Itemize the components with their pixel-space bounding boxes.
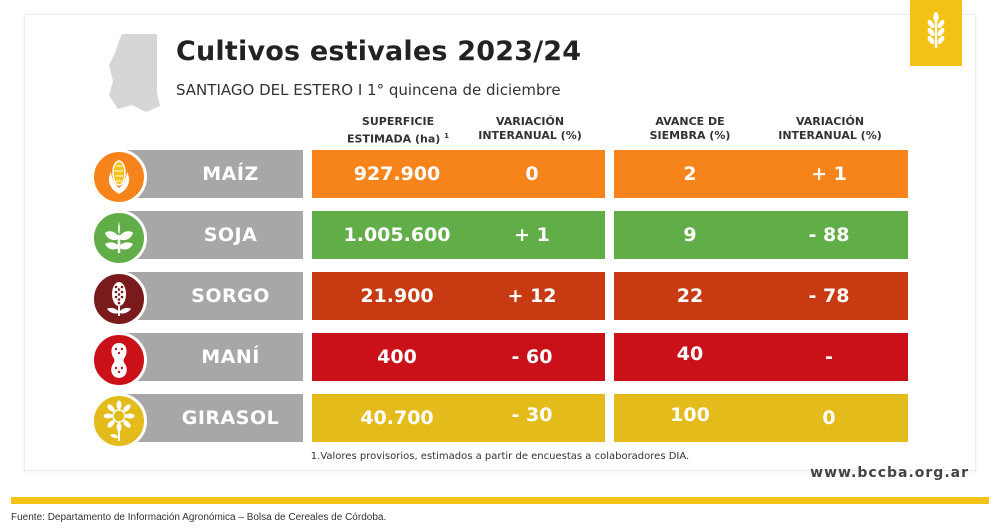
source-note: Fuente: Departamento de Información Agro… xyxy=(11,512,387,523)
surface-block: 400 - 60 xyxy=(312,333,605,381)
avance-value: 100 xyxy=(670,404,710,426)
variacion-avance-value: - 78 xyxy=(808,285,850,307)
page-subtitle: SANTIAGO DEL ESTERO I 1° quincena de dic… xyxy=(176,81,561,99)
crop-label: MAÍZ xyxy=(118,150,303,198)
table-row: MAÍZ 927.900 0 2 + 1 xyxy=(0,149,1000,205)
website-url[interactable]: www.bccba.org.ar xyxy=(810,465,969,481)
surface-block: 40.700 - 30 xyxy=(312,394,605,442)
sowing-block: 2 + 1 xyxy=(614,150,908,198)
avance-value: 9 xyxy=(683,224,697,246)
table-row: MANÍ 400 - 60 40 - xyxy=(0,332,1000,388)
province-map-icon xyxy=(109,34,160,112)
sunflower-icon xyxy=(91,393,147,449)
variacion-superficie-value: 0 xyxy=(525,163,539,185)
header-variacion-superficie: VARIACIÓN INTERANUAL (%) xyxy=(478,115,582,142)
avance-value: 22 xyxy=(676,285,704,307)
crop-label: MANÍ xyxy=(118,333,303,381)
surface-block: 927.900 0 xyxy=(312,150,605,198)
crop-label: GIRASOL xyxy=(118,394,303,442)
header-variacion-avance: VARIACIÓN INTERANUAL (%) xyxy=(778,115,882,142)
superficie-value: 400 xyxy=(377,346,417,368)
table-row: GIRASOL 40.700 - 30 100 0 xyxy=(0,393,1000,449)
variacion-superficie-value: - 60 xyxy=(511,346,553,368)
superficie-value: 927.900 xyxy=(353,163,441,185)
footnote: 1.Valores provisorios, estimados a parti… xyxy=(310,451,690,462)
crop-label: SOJA xyxy=(118,211,303,259)
peanut-icon xyxy=(91,332,147,388)
corn-icon xyxy=(91,149,147,205)
avance-value: 2 xyxy=(683,163,697,185)
table-row: SOJA 1.005.600 + 1 9 - 88 xyxy=(0,210,1000,266)
variacion-superficie-value: + 12 xyxy=(507,285,557,307)
variacion-superficie-value: - 30 xyxy=(511,404,553,426)
soy-icon xyxy=(91,210,147,266)
sowing-block: 9 - 88 xyxy=(614,211,908,259)
header-superficie: SUPERFICIE ESTIMADA (ha) 1 xyxy=(347,115,449,146)
superficie-value: 21.900 xyxy=(360,285,434,307)
variacion-superficie-value: + 1 xyxy=(514,224,550,246)
superficie-value: 1.005.600 xyxy=(343,224,451,246)
header-avance-siembra: AVANCE DE SIEMBRA (%) xyxy=(649,115,731,142)
variacion-avance-value: - xyxy=(825,346,833,368)
sowing-block: 22 - 78 xyxy=(614,272,908,320)
variacion-avance-value: + 1 xyxy=(811,163,847,185)
wheat-icon xyxy=(927,12,945,48)
variacion-avance-value: - 88 xyxy=(808,224,850,246)
crop-label: SORGO xyxy=(118,272,303,320)
avance-value: 40 xyxy=(676,343,704,365)
brand-badge xyxy=(910,0,962,66)
sorghum-icon xyxy=(91,271,147,327)
surface-block: 1.005.600 + 1 xyxy=(312,211,605,259)
surface-block: 21.900 + 12 xyxy=(312,272,605,320)
page-title: Cultivos estivales 2023/24 xyxy=(176,36,582,67)
superficie-value: 40.700 xyxy=(360,407,434,429)
sowing-block: 100 0 xyxy=(614,394,908,442)
sowing-block: 40 - xyxy=(614,333,908,381)
yellow-divider xyxy=(11,497,989,504)
table-row: SORGO 21.900 + 12 22 - 78 xyxy=(0,271,1000,327)
variacion-avance-value: 0 xyxy=(822,407,836,429)
